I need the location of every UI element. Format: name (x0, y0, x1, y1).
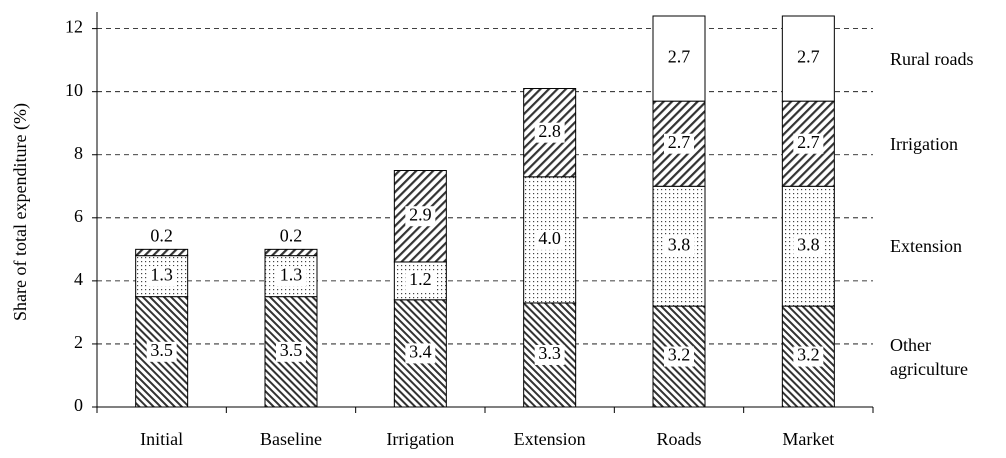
legend-entry: Irrigation (890, 133, 958, 154)
x-tick-label: Roads (657, 429, 702, 449)
label-bg (534, 344, 565, 365)
data-label: 4.0 (538, 228, 561, 248)
label-bg (146, 266, 177, 287)
data-label: 3.8 (668, 234, 691, 254)
y-tick-label: 8 (74, 143, 83, 163)
data-label: 0.2 (150, 225, 173, 245)
data-label: 1.3 (280, 264, 303, 284)
label-bg (534, 229, 565, 250)
y-axis-label: Share of total expenditure (%) (10, 103, 31, 321)
x-tick-label: Irrigation (386, 429, 454, 449)
label-bg (534, 122, 565, 143)
data-label: 0.2 (280, 225, 303, 245)
data-label: 3.5 (280, 340, 303, 360)
y-tick-label: 6 (74, 206, 83, 226)
label-bg (664, 133, 694, 154)
data-label: 2.9 (409, 204, 432, 224)
label-bg (793, 133, 824, 154)
bar-segment (781, 15, 835, 102)
bar-segment (135, 248, 189, 257)
x-tick-label: Initial (140, 429, 183, 449)
label-bg (664, 236, 694, 257)
label-bg (793, 236, 824, 257)
legend-entry: Extension (890, 236, 962, 257)
x-tick-label: Baseline (260, 429, 322, 449)
data-label: 3.3 (538, 343, 561, 363)
label-bg (405, 343, 436, 364)
legend-entry: Other agriculture (890, 334, 968, 379)
y-tick-label: 0 (74, 395, 83, 415)
y-tick-label: 2 (74, 332, 83, 352)
data-label: 1.2 (409, 269, 432, 289)
label-bg (276, 341, 306, 362)
data-label: 2.7 (797, 47, 820, 67)
data-label: 2.7 (668, 132, 691, 152)
label-bg (405, 206, 436, 227)
data-label: 2.7 (668, 47, 691, 67)
label-bg (146, 341, 177, 362)
label-bg (276, 266, 306, 287)
bar-segment (264, 248, 318, 257)
legend-entry: Rural roads (890, 48, 974, 69)
x-tick-label: Market (782, 429, 834, 449)
data-label: 2.8 (538, 121, 561, 141)
data-label: 2.7 (797, 132, 820, 152)
label-bg (793, 346, 824, 367)
data-label: 3.2 (797, 345, 820, 365)
y-tick-label: 4 (74, 269, 83, 289)
label-bg (405, 270, 436, 291)
y-tick-label: 12 (65, 17, 83, 37)
x-tick-label: Extension (514, 429, 586, 449)
data-label: 3.2 (668, 345, 691, 365)
data-label: 3.5 (150, 340, 173, 360)
bar-segment (652, 15, 706, 102)
y-tick-label: 10 (65, 80, 83, 100)
data-label: 3.8 (797, 234, 820, 254)
data-label: 1.3 (150, 264, 173, 284)
label-bg (664, 346, 694, 367)
data-label: 3.4 (409, 342, 432, 362)
